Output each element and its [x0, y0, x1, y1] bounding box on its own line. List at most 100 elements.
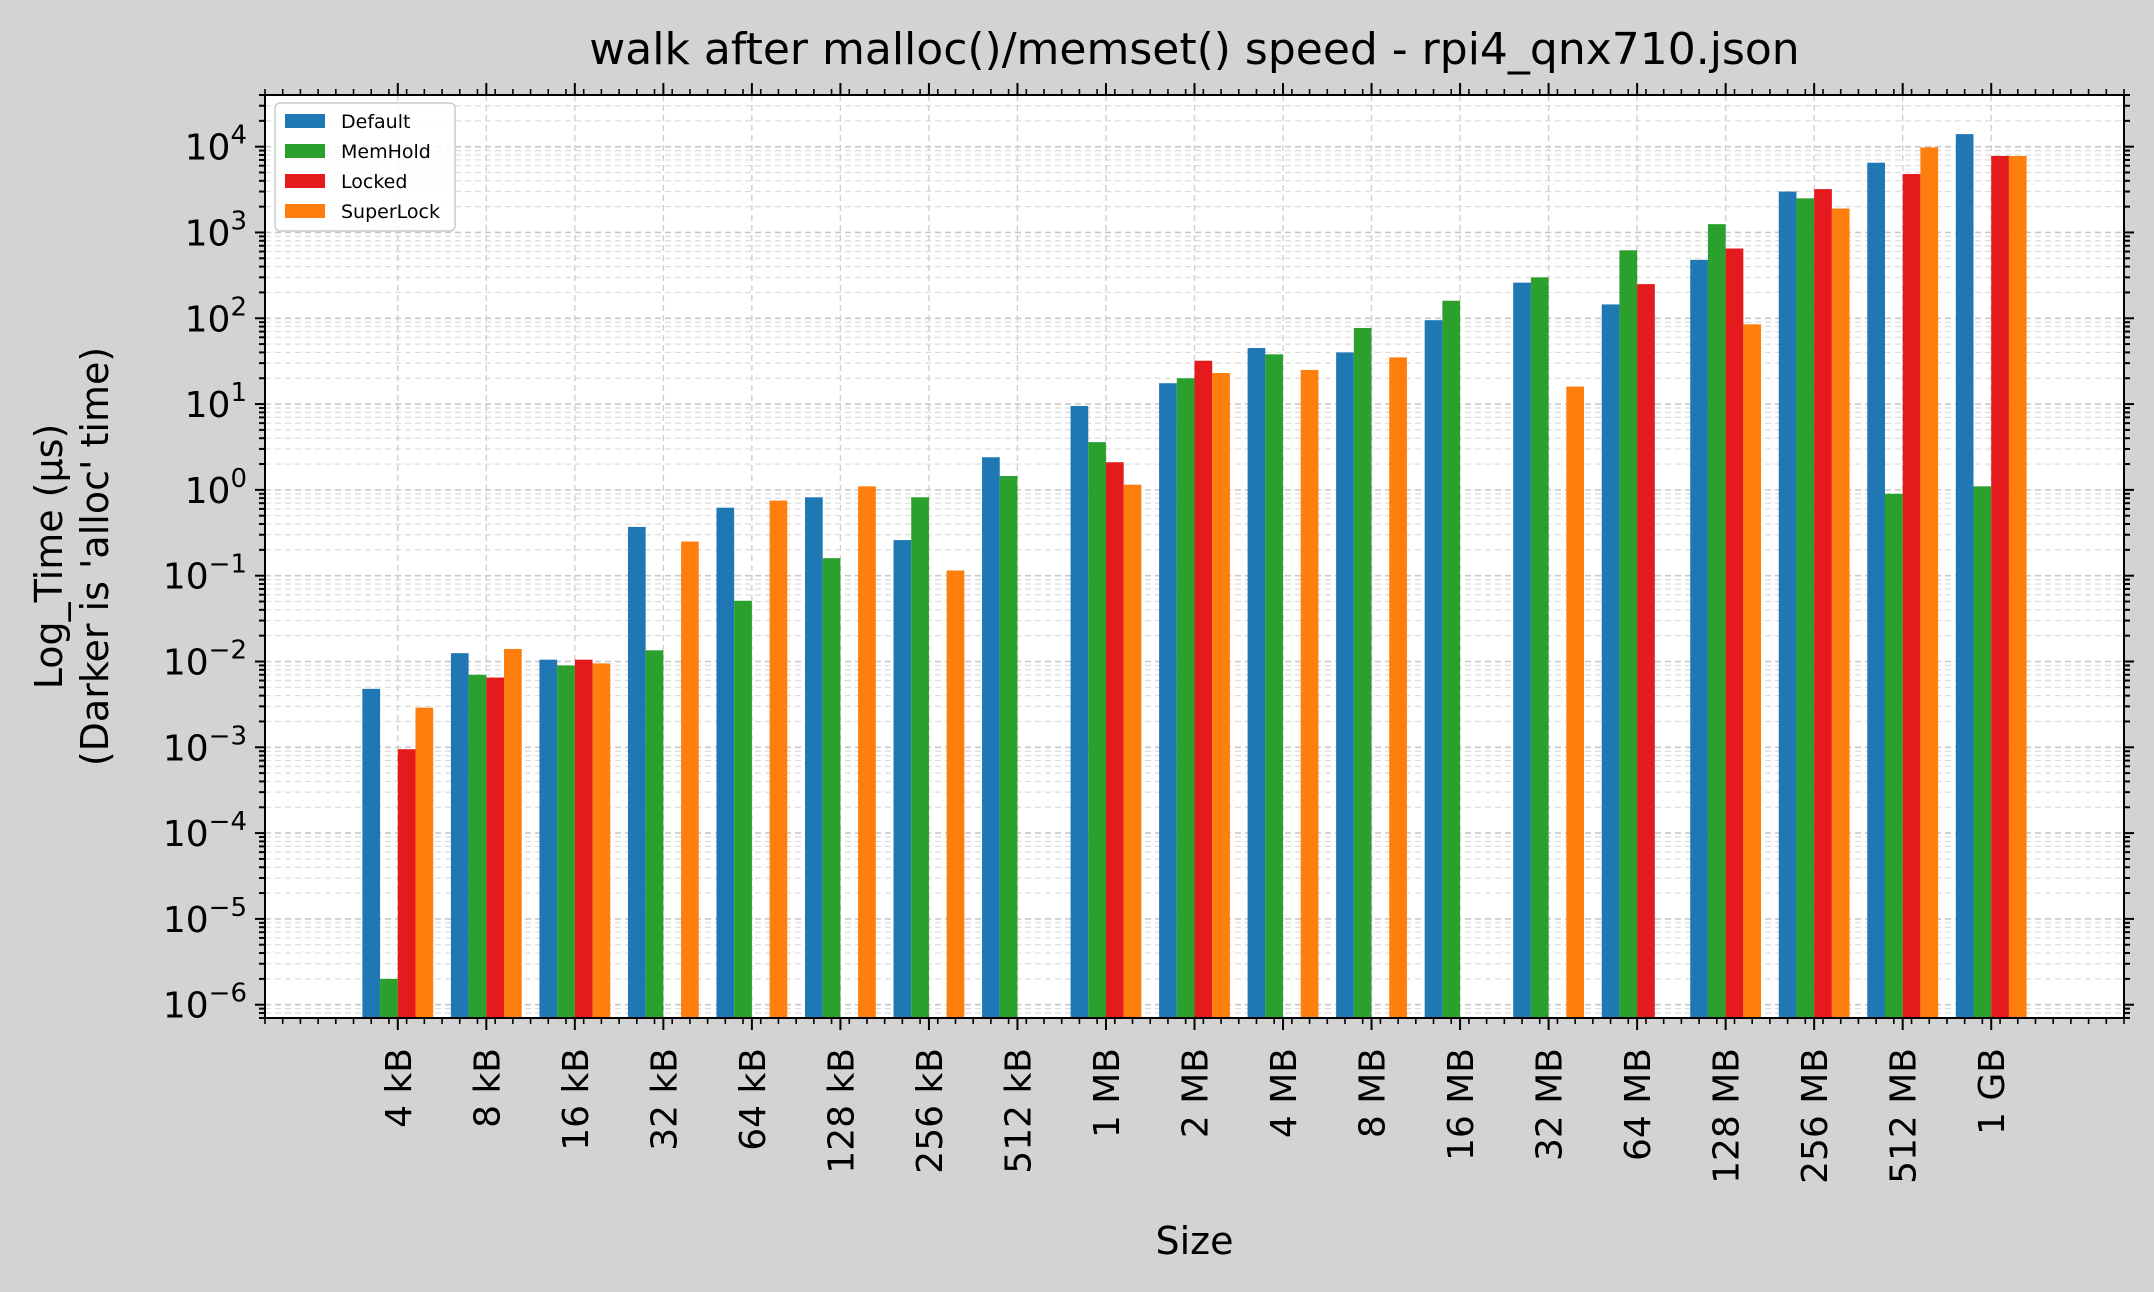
bar-locked-256mb: [1814, 189, 1832, 1019]
bar-superlock-1gb: [2008, 155, 2027, 1018]
bar-superlock-512mb: [1920, 147, 1939, 1018]
x-tick-label: 1 GB: [1972, 1048, 2013, 1135]
x-tick-label: 256 kB: [910, 1048, 951, 1174]
bar-superlock-32kb: [681, 541, 699, 1018]
x-tick-label: 2 MB: [1176, 1048, 1217, 1138]
bar-locked-4kb: [397, 749, 416, 1018]
bar-default-512kb: [982, 457, 1000, 1019]
bar-superlock-128kb: [858, 486, 876, 1018]
legend: Default MemHold Locked SuperLock: [274, 102, 456, 232]
bar-memhold-16kb: [557, 665, 575, 1018]
bar-memhold-1mb: [1088, 442, 1106, 1018]
x-tick-label: 16 kB: [556, 1048, 597, 1151]
y-tick-label: 10−4: [163, 807, 247, 855]
bar-locked-1mb: [1105, 462, 1124, 1018]
y-tick-label: 103: [185, 206, 247, 254]
legend-swatch-default: [285, 114, 325, 128]
x-tick-label: 8 kB: [467, 1048, 508, 1128]
x-tick-label: 32 kB: [644, 1048, 685, 1151]
x-tick-label: 128 kB: [821, 1048, 862, 1174]
legend-label-superlock: SuperLock: [341, 201, 440, 223]
bar-memhold-2mb: [1176, 378, 1195, 1019]
y-axis-label-line1: Log_Time (µs): [27, 424, 71, 690]
bar-default-128mb: [1690, 259, 1708, 1018]
bar-memhold-256mb: [1796, 198, 1815, 1018]
x-tick-label: 4 kB: [379, 1048, 420, 1128]
legend-label-locked: Locked: [341, 171, 407, 193]
bar-memhold-128mb: [1707, 224, 1726, 1018]
chart-title: walk after malloc()/memset() speed - rpi…: [589, 24, 1799, 75]
bar-locked-2mb: [1194, 360, 1213, 1018]
bar-memhold-64kb: [734, 600, 752, 1018]
bar-default-64kb: [716, 507, 735, 1018]
bar-default-2mb: [1159, 383, 1177, 1018]
legend-swatch-superlock: [285, 204, 325, 218]
bar-superlock-16kb: [592, 663, 611, 1018]
legend-label-memhold: MemHold: [341, 141, 431, 163]
bar-default-32kb: [627, 526, 646, 1018]
bar-default-256kb: [893, 540, 912, 1018]
bar-superlock-256mb: [1831, 208, 1850, 1019]
x-tick-label: 512 kB: [998, 1048, 1039, 1174]
y-tick-label: 102: [185, 292, 247, 340]
bar-memhold-64mb: [1619, 250, 1638, 1019]
bar-locked-16kb: [574, 659, 593, 1018]
bar-superlock-32mb: [1566, 386, 1585, 1018]
bar-memhold-8kb: [468, 674, 487, 1018]
bar-memhold-4mb: [1265, 354, 1284, 1018]
bar-default-64mb: [1601, 304, 1620, 1018]
x-tick-label: 16 MB: [1441, 1048, 1482, 1161]
y-tick-label: 10−6: [163, 979, 247, 1027]
bar-default-16mb: [1424, 320, 1443, 1018]
bar-default-512mb: [1867, 162, 1885, 1018]
bar-default-256mb: [1778, 191, 1797, 1018]
bar-superlock-2mb: [1212, 373, 1230, 1018]
x-tick-label: 8 MB: [1353, 1048, 1394, 1138]
bar-default-8kb: [450, 653, 469, 1018]
bars: [362, 134, 2027, 1019]
ticks: 10−6 10−5 10−4 10−3 10−2 10−1 100 101 102 103 104 4…: [163, 83, 2134, 1184]
bar-default-4mb: [1247, 348, 1266, 1019]
bar-superlock-1mb: [1123, 484, 1142, 1018]
bar-locked-128mb: [1725, 248, 1744, 1018]
bar-superlock-4kb: [415, 707, 434, 1018]
bar-memhold-4kb: [380, 978, 398, 1018]
x-tick-label: 512 MB: [1884, 1048, 1925, 1184]
legend-box: [274, 102, 456, 232]
bar-memhold-32mb: [1530, 277, 1549, 1018]
bar-locked-64mb: [1637, 284, 1655, 1019]
bar-superlock-4mb: [1300, 369, 1319, 1018]
legend-swatch-locked: [285, 174, 325, 188]
bar-memhold-8mb: [1353, 328, 1372, 1018]
bar-default-16kb: [539, 659, 558, 1018]
y-tick-label: 100: [185, 464, 247, 512]
bar-superlock-128mb: [1743, 324, 1762, 1018]
bar-locked-512mb: [1902, 174, 1921, 1019]
legend-label-default: Default: [341, 111, 410, 133]
bar-default-4kb: [362, 688, 381, 1018]
bar-locked-1gb: [1991, 155, 2009, 1018]
bar-memhold-32kb: [645, 650, 664, 1018]
bar-superlock-64kb: [769, 500, 788, 1019]
x-tick-label: 64 MB: [1618, 1048, 1659, 1161]
bar-default-1gb: [1955, 134, 1974, 1018]
bar-default-8mb: [1336, 352, 1354, 1018]
bar-default-128kb: [804, 497, 823, 1018]
bar-default-1mb: [1070, 405, 1089, 1018]
y-tick-label: 10−1: [163, 550, 247, 598]
y-tick-label: 101: [185, 378, 247, 426]
y-tick-label: 10−5: [163, 893, 247, 941]
y-tick-label: 10−3: [163, 721, 247, 769]
bar-locked-8kb: [486, 677, 505, 1018]
x-tick-label: 4 MB: [1264, 1048, 1305, 1138]
legend-swatch-memhold: [285, 144, 325, 158]
y-tick-label: 10−2: [163, 635, 247, 683]
bar-memhold-1gb: [1973, 486, 1992, 1018]
y-axis-label-line2: (Darker is 'alloc' time): [73, 347, 117, 766]
bar-memhold-512kb: [999, 476, 1018, 1019]
y-tick-label: 104: [185, 121, 247, 169]
bar-superlock-8kb: [504, 648, 522, 1018]
bar-memhold-16mb: [1442, 300, 1461, 1018]
bar-superlock-8mb: [1389, 357, 1407, 1018]
